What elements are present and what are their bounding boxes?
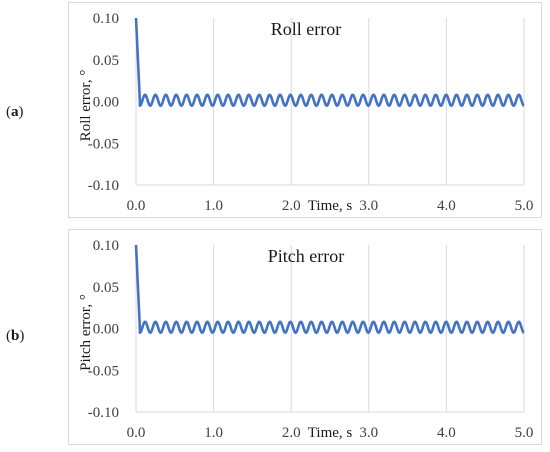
y-axis-title: Pitch error, ° bbox=[78, 294, 94, 371]
panel-b-letter: b bbox=[11, 328, 20, 344]
y-tick-label: 0.10 bbox=[93, 11, 119, 27]
x-axis-title: Time, s bbox=[308, 198, 353, 214]
x-tick-label: 5.0 bbox=[515, 425, 534, 441]
y-tick-label: -0.10 bbox=[88, 178, 119, 194]
x-tick-label: 0.0 bbox=[127, 198, 146, 214]
y-axis-title: Roll error, ° bbox=[78, 70, 94, 142]
roll-error-chart: 0.10 0.05 0.00 -0.05 -0.10 0.0 1.0 2.0 3.0 4.0 5.0… bbox=[78, 11, 534, 214]
panel-b-label: (b) bbox=[6, 328, 25, 344]
x-tick-label: 0.0 bbox=[127, 425, 146, 441]
x-tick-label: 3.0 bbox=[359, 425, 378, 441]
x-tick-label: 5.0 bbox=[515, 198, 534, 214]
y-tick-label: 0.00 bbox=[93, 95, 119, 111]
y-tick-label: 0.00 bbox=[93, 322, 119, 338]
pitch-error-chart: 0.10 0.05 0.00 -0.05 -0.10 0.0 1.0 2.0 3.0 4.0 5.0… bbox=[78, 238, 534, 441]
y-tick-label: 0.05 bbox=[93, 53, 119, 69]
chart-title: Pitch error bbox=[268, 246, 344, 266]
panel-a-letter: a bbox=[11, 104, 19, 120]
y-tick-label: -0.10 bbox=[88, 405, 119, 421]
x-tick-label: 2.0 bbox=[282, 425, 301, 441]
y-tick-label: -0.05 bbox=[88, 363, 119, 379]
y-tick-label: 0.05 bbox=[93, 280, 119, 296]
x-tick-label: 2.0 bbox=[282, 198, 301, 214]
x-tick-label: 1.0 bbox=[204, 425, 223, 441]
panel-a-label: (a) bbox=[6, 104, 24, 120]
x-axis-title: Time, s bbox=[308, 425, 353, 441]
y-tick-label: -0.05 bbox=[88, 136, 119, 152]
x-tick-label: 4.0 bbox=[437, 198, 456, 214]
x-tick-label: 4.0 bbox=[437, 425, 456, 441]
x-tick-label: 1.0 bbox=[204, 198, 223, 214]
x-tick-label: 3.0 bbox=[359, 198, 378, 214]
pitch-chart-frame bbox=[68, 229, 542, 445]
series-line bbox=[134, 244, 525, 334]
chart-title: Roll error bbox=[271, 19, 341, 39]
roll-chart-frame bbox=[68, 2, 542, 218]
series-line bbox=[134, 17, 525, 107]
y-tick-label: 0.10 bbox=[93, 238, 119, 254]
